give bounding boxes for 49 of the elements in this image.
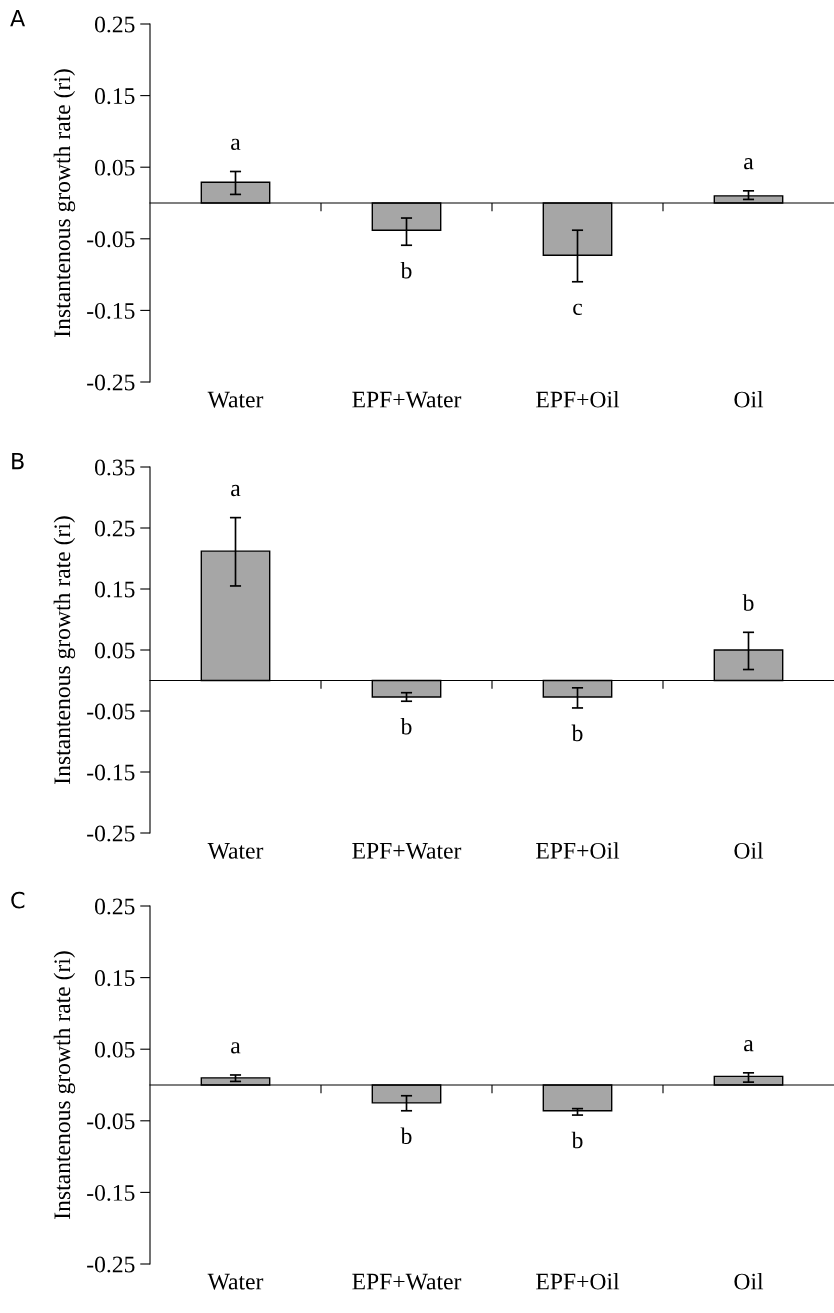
- y-tick-label: -0.25: [87, 825, 135, 842]
- annotation: b: [571, 1131, 583, 1149]
- y-tick-label: 0.25: [95, 520, 135, 537]
- chart-title: C: [11, 891, 25, 909]
- y-tick-label: 0.05: [95, 642, 135, 659]
- annotation: b: [400, 717, 412, 735]
- y-axis-title: Instantenous growth rate (ri): [53, 951, 76, 1219]
- x-tick-label: Oil: [734, 1272, 764, 1290]
- annotation: a: [744, 1040, 754, 1052]
- y-tick-label: -0.15: [87, 764, 135, 781]
- x-tick-label: Water: [207, 391, 264, 408]
- y-tick-label: 0.25: [95, 898, 135, 915]
- annotation: a: [231, 484, 241, 497]
- x-tick-label: Water: [207, 843, 264, 859]
- x-tick-label: Oil: [734, 390, 764, 408]
- y-tick-label: 0.05: [95, 1041, 135, 1058]
- annotation: a: [231, 1042, 241, 1054]
- y-tick-label: -0.25: [87, 374, 135, 391]
- annotation: a: [231, 138, 241, 151]
- x-tick-label: EPF+Water: [352, 391, 462, 408]
- y-tick-label: 0.15: [95, 88, 135, 105]
- y-tick-label: -0.05: [87, 231, 135, 248]
- annotation: b: [400, 261, 412, 279]
- y-tick-label: 0.05: [95, 159, 135, 176]
- x-tick-label: EPF+Water: [352, 843, 462, 859]
- y-axis-title: Instantenous growth rate (ri): [53, 516, 76, 784]
- y-tick-label: -0.05: [87, 1113, 135, 1130]
- y-tick-label: -0.15: [87, 302, 135, 319]
- annotation: c: [573, 303, 583, 316]
- x-tick-label: EPF+Oil: [536, 390, 620, 408]
- y-tick-label: 0.15: [95, 970, 135, 987]
- y-tick-label: -0.15: [87, 1184, 135, 1201]
- y-tick-label: 0.25: [95, 16, 135, 33]
- y-tick-label: -0.05: [87, 703, 135, 720]
- x-tick-label: EPF+Oil: [536, 1272, 620, 1290]
- x-tick-label: EPF+Water: [352, 1273, 462, 1290]
- x-tick-label: EPF+Oil: [536, 842, 620, 859]
- y-tick-label: 0.35: [95, 459, 135, 476]
- x-tick-label: Oil: [734, 842, 764, 859]
- x-tick-label: Water: [207, 1273, 264, 1290]
- y-tick-label: 0.15: [95, 581, 135, 598]
- chart-title: B: [12, 452, 24, 470]
- annotation: b: [742, 594, 754, 611]
- annotation: b: [400, 1127, 412, 1145]
- annotation: b: [571, 724, 583, 742]
- annotation: a: [744, 158, 754, 170]
- chart-title: A: [10, 9, 26, 27]
- y-axis-title: Instantenous growth rate (ri): [53, 69, 76, 337]
- y-tick-label: -0.25: [87, 1256, 135, 1273]
